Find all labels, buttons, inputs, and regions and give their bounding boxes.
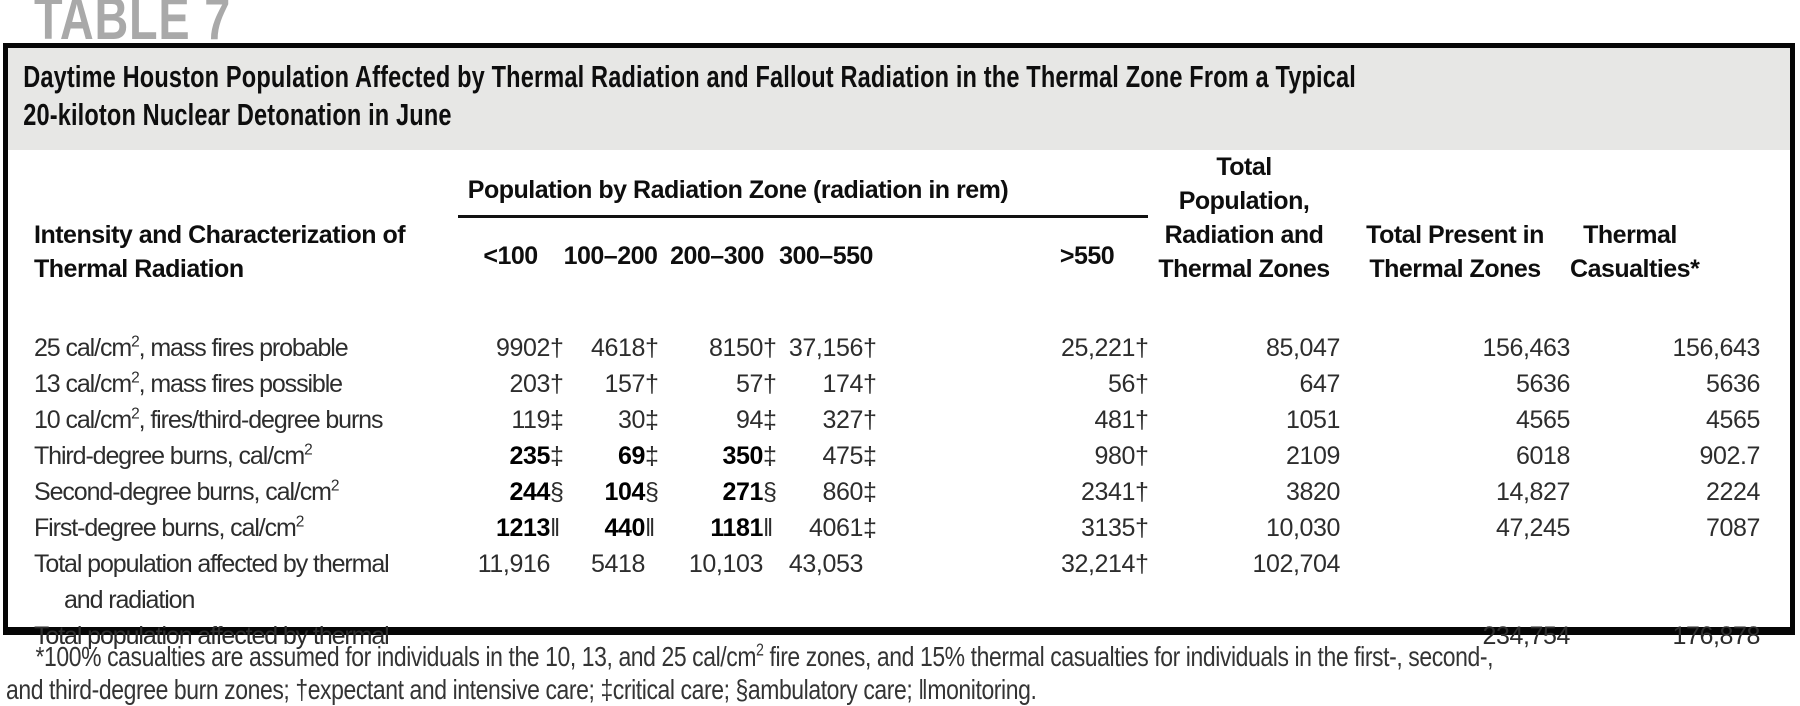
cell: 2341† [1081, 478, 1149, 506]
cell: 3820 [1286, 478, 1341, 506]
cell: 5418 [590, 550, 645, 578]
cell: 4565 [1516, 406, 1571, 434]
table-row: First-degree burns, cal/cm2 1213‖ 440‖ 118… [8, 510, 1790, 546]
radiation-zone-group-header: Population by Radiation Zone (radiation … [458, 150, 1149, 219]
zone-header-lt100: <100 [483, 242, 538, 271]
cell: 56† [1108, 370, 1149, 398]
data-table: Intensity and Characterization of Therma… [8, 150, 1790, 654]
cell: 5636 [1516, 370, 1571, 398]
table-title: Daytime Houston Population Affected by T… [23, 59, 1356, 132]
cell: 1051 [1286, 406, 1341, 434]
cell: 860‡ [822, 478, 877, 506]
table-body: 25 cal/cm2, mass fires probable 9902† 461… [8, 330, 1790, 654]
cell: 203† [509, 370, 564, 398]
zone-header-100-200: 100–200 [563, 242, 658, 271]
zone-header-gt550: >550 [1059, 242, 1115, 271]
cell: 2224 [1706, 478, 1761, 506]
row-label: Third-degree burns, cal/cm2 [34, 441, 313, 470]
table-row: Total population affected by thermal and… [8, 546, 1790, 618]
cell: 157† [604, 370, 659, 398]
row-label: 25 cal/cm2, mass fires probable [34, 333, 349, 362]
cell: 43,053 [788, 550, 863, 578]
total-present-header: Total Present in Thermal Zones [1366, 221, 1544, 283]
table-header: Intensity and Characterization of Therma… [8, 150, 1790, 330]
cell: 32,214† [1060, 550, 1149, 578]
cell: 102,704 [1252, 550, 1341, 578]
cell: 7087 [1706, 514, 1761, 542]
cell: 5636 [1706, 370, 1761, 398]
cell: 85,047 [1265, 334, 1341, 362]
cell: 4618† [590, 334, 659, 362]
table-row: Total population affected by thermal 234… [8, 618, 1790, 654]
row-label: 13 cal/cm2, mass fires possible [34, 369, 343, 398]
cell: 25,221† [1060, 334, 1149, 362]
cell: 350‡ [722, 442, 777, 470]
cell: 69‡ [617, 442, 659, 470]
cell: 30‡ [617, 406, 659, 434]
cell: 3135† [1081, 514, 1149, 542]
table-title-band: Daytime Houston Population Affected by T… [8, 48, 1790, 150]
cell: 4565 [1706, 406, 1761, 434]
row-label: First-degree burns, cal/cm2 [34, 513, 304, 542]
cell: 647 [1299, 370, 1341, 398]
cell: 1213‖ [495, 514, 561, 542]
cell: 481† [1094, 406, 1149, 434]
cell: 57† [735, 370, 777, 398]
row-label: 10 cal/cm2, fires/third-degree burns [34, 405, 383, 434]
cell: 475‡ [822, 442, 877, 470]
table-row: Third-degree burns, cal/cm2 235‡ 69‡ 350‡ 4… [8, 438, 1790, 474]
cell: 14,827 [1495, 478, 1571, 506]
cell: 11,916 [477, 550, 551, 578]
cell: 10,030 [1265, 514, 1341, 542]
cell: 156,463 [1482, 334, 1571, 362]
stub-header: Intensity and Characterization of Therma… [34, 221, 406, 283]
cell: 1181‖ [710, 514, 774, 542]
cell: 235‡ [509, 442, 564, 470]
cell: 10,103 [688, 550, 763, 578]
cell: 37,156† [788, 334, 877, 362]
table-footnote: *100% casualties are assumed for individ… [6, 640, 1800, 706]
table-row: 13 cal/cm2, mass fires possible 203† 157†… [8, 366, 1790, 402]
cell: 2109 [1286, 442, 1341, 470]
cell: 271§ [722, 478, 777, 506]
zone-header-300-550: 300–550 [779, 242, 873, 271]
cell: 104§ [604, 478, 659, 506]
cell: 8150† [708, 334, 777, 362]
thermal-casualties-header: Thermal Casualties* [1570, 221, 1700, 283]
cell: 119‡ [511, 406, 564, 434]
table-row: 25 cal/cm2, mass fires probable 9902† 461… [8, 330, 1790, 366]
row-label: Second-degree burns, cal/cm2 [34, 477, 339, 506]
cell: 440‖ [604, 514, 656, 542]
total-population-header: Total Population, Radiation and Thermal … [1158, 153, 1330, 283]
footnote-line-2: and third-degree burn zones; †expectant … [6, 674, 1037, 705]
cell: 902.7 [1699, 442, 1761, 470]
table-row: 10 cal/cm2, fires/third-degree burns 119… [8, 402, 1790, 438]
table-row: Second-degree burns, cal/cm2 244§ 104§ 271… [8, 474, 1790, 510]
cell: 176,878 [1672, 622, 1761, 650]
footnote-line-1: *100% casualties are assumed for individ… [35, 639, 1494, 672]
cell: 980† [1094, 442, 1149, 470]
cell: 47,245 [1495, 514, 1571, 542]
zone-header-200-300: 200–300 [670, 242, 764, 271]
cell [1340, 546, 1570, 618]
cell: 327† [822, 406, 877, 434]
table-frame: Daytime Houston Population Affected by T… [3, 43, 1795, 650]
row-label: Total population affected by thermal [34, 622, 390, 650]
cell: 174† [822, 370, 877, 398]
cell: 244§ [509, 478, 564, 506]
cell: 156,643 [1672, 334, 1761, 362]
cell: 6018 [1516, 442, 1571, 470]
cell: 234,754 [1482, 622, 1571, 650]
cell: 4061‡ [808, 514, 877, 542]
cell: 9902† [495, 334, 564, 362]
cell: 94‡ [735, 406, 777, 434]
row-label: Total population affected by thermal and… [34, 550, 390, 614]
cell [1570, 546, 1790, 618]
